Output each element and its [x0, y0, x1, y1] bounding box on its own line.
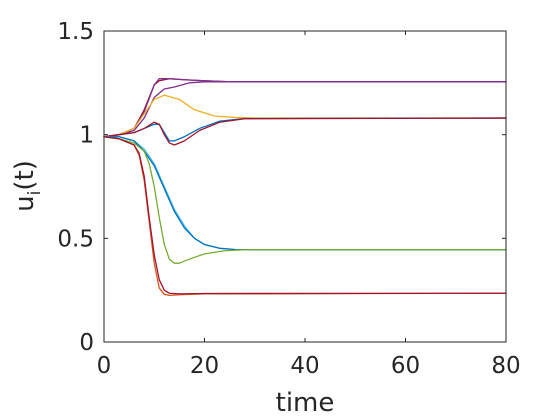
series-line-9: [103, 136, 507, 264]
x-tick-label: 80: [491, 353, 520, 379]
series-line-8: [103, 136, 507, 251]
series-line-6: [103, 117, 507, 146]
y-tick-label: 1.5: [57, 19, 94, 45]
y-axis-label-subscript: i: [25, 191, 45, 196]
x-tick-label: 60: [391, 353, 420, 379]
y-ticks: 0 0.5 1 1.5: [57, 19, 506, 356]
series-line-3: [103, 81, 507, 138]
y-axis-label-tail: (t): [10, 160, 40, 190]
series-line-11: [103, 136, 507, 295]
x-ticks: 0 20 40 60 80: [97, 31, 521, 379]
y-tick-label: 1: [79, 123, 94, 149]
x-axis-label: time: [276, 388, 335, 418]
y-axis-label-main: u: [10, 195, 40, 211]
y-axis-label: ui(t): [10, 160, 45, 212]
x-tick-label: 40: [290, 353, 319, 379]
x-tick-label: 0: [97, 353, 112, 379]
y-tick-label: 0: [79, 330, 94, 356]
series-line-4: [103, 94, 507, 138]
series-layer: [103, 78, 507, 296]
y-tick-label: 0.5: [57, 226, 94, 252]
plot-area: [104, 31, 506, 342]
x-tick-label: 20: [190, 353, 219, 379]
